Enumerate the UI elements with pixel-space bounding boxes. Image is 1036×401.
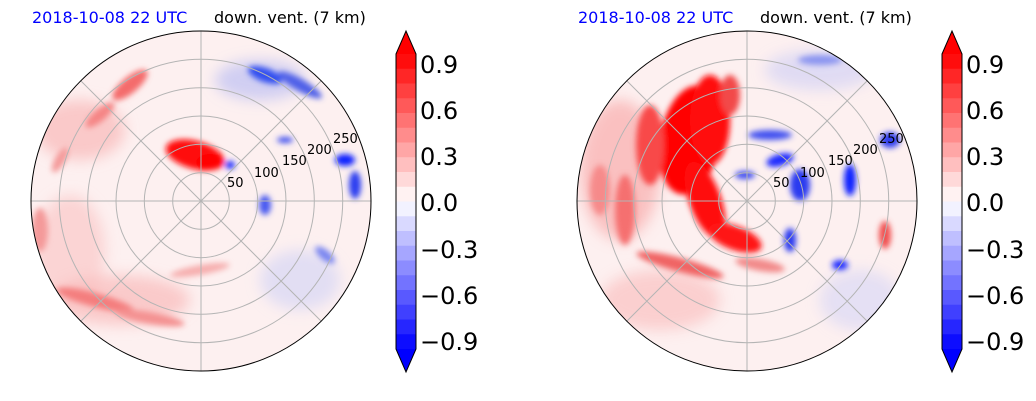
radial-tick-label: 100 — [800, 166, 825, 181]
colorbar-tick-label: 0.6 — [420, 97, 458, 125]
colorbar-level — [396, 334, 416, 350]
colorbar-tick-label: 0.3 — [966, 143, 1004, 171]
colorbar-level — [942, 260, 962, 276]
colorbar-tick-label: 0.9 — [966, 51, 1004, 79]
colorbar-level — [396, 68, 416, 85]
colorbar-level — [942, 334, 962, 350]
colorbar-level — [396, 319, 416, 335]
colorbar-tick-label: −0.6 — [966, 282, 1024, 310]
colorbar-level — [942, 98, 962, 114]
radial-tick-label: 50 — [773, 176, 790, 191]
colorbar-level — [942, 172, 962, 188]
colorbar-tick-label: 0.9 — [420, 51, 458, 79]
radial-tick-label: 150 — [828, 154, 853, 169]
colorbar-level — [396, 172, 416, 188]
colorbar-level — [396, 231, 416, 247]
colorbar-level — [396, 142, 416, 158]
radial-tick-label: 250 — [333, 132, 358, 147]
radial-tick-label: 250 — [879, 132, 904, 147]
colorbar-tick-label: 0.0 — [966, 189, 1004, 217]
colorbar-tick-label: −0.9 — [966, 328, 1024, 356]
colorbar-extend-min — [942, 349, 962, 372]
colorbar-level — [396, 113, 416, 129]
field-left-broad — [35, 60, 340, 325]
variable-title-left: down. vent. (7 km) — [214, 8, 366, 27]
colorbar-level — [942, 304, 962, 321]
colorbar-tick-label: 0.6 — [966, 97, 1004, 125]
polar-frame-right — [576, 30, 918, 372]
polar-grid-left — [31, 31, 371, 371]
colorbar-level — [396, 275, 416, 291]
colorbar-level — [942, 142, 962, 158]
colorbar-tick-label: 0.3 — [420, 143, 458, 171]
colorbar-level — [396, 290, 416, 306]
polar-chart-left: 2018-10-08 22 UTC down. vent. (7 km) — [30, 8, 478, 374]
colorbar-level — [942, 127, 962, 144]
colorbar-outline — [941, 29, 963, 374]
colorbar-level — [396, 157, 416, 173]
colorbar-level — [942, 245, 962, 262]
radial-labels-left: 50 100 150 200 250 — [227, 132, 358, 191]
colorbar-left: 0.9 0.6 0.3 0.0 −0.3 −0.6 −0.9 — [395, 29, 478, 374]
colorbar-level — [396, 54, 416, 70]
colorbar-level — [396, 186, 416, 203]
colorbar-tick-label: −0.3 — [420, 236, 478, 264]
colorbar-level — [942, 68, 962, 85]
colorbar-level — [942, 113, 962, 129]
colorbar-level — [396, 304, 416, 321]
colorbar-tick-label: −0.9 — [420, 328, 478, 356]
colorbar-level — [396, 245, 416, 262]
colorbar-extend-min — [396, 349, 416, 372]
time-title-left: 2018-10-08 22 UTC — [32, 8, 187, 27]
colorbar-level — [942, 319, 962, 335]
polar-chart-right: 2018-10-08 22 UTC down. vent. (7 km) — [576, 8, 1024, 374]
colorbar-level — [396, 98, 416, 114]
colorbar-level — [942, 231, 962, 247]
time-title-right: 2018-10-08 22 UTC — [578, 8, 733, 27]
radial-tick-label: 100 — [254, 166, 279, 181]
colorbar-level — [942, 83, 962, 99]
colorbar-level — [396, 83, 416, 99]
colorbar-tick-label: 0.0 — [420, 189, 458, 217]
radial-tick-label: 200 — [307, 143, 332, 158]
colorbar-right: 0.9 0.6 0.3 0.0 −0.3 −0.6 −0.9 — [941, 29, 1024, 374]
colorbar-level — [396, 127, 416, 144]
colorbar-level — [396, 201, 416, 217]
colorbar-tick-label: −0.3 — [966, 236, 1024, 264]
polar-grid-right — [577, 31, 917, 371]
variable-title-right: down. vent. (7 km) — [760, 8, 912, 27]
colorbar-level — [942, 54, 962, 70]
radial-labels-right: 50 100 150 200 250 — [773, 132, 904, 191]
colorbar-level — [942, 186, 962, 203]
colorbar-level — [942, 216, 962, 232]
radial-tick-label: 150 — [282, 154, 307, 169]
colorbar-tick-label: −0.6 — [420, 282, 478, 310]
colorbar-extend-max — [396, 31, 416, 54]
polar-frame-left — [30, 30, 372, 372]
colorbar-outline — [395, 29, 417, 374]
radial-tick-label: 200 — [853, 143, 878, 158]
colorbar-level — [942, 201, 962, 217]
colorbar-extend-max — [942, 31, 962, 54]
radial-tick-label: 50 — [227, 176, 244, 191]
colorbar-level — [942, 157, 962, 173]
colorbar-level — [396, 260, 416, 276]
colorbar-level — [942, 275, 962, 291]
colorbar-level — [942, 290, 962, 306]
colorbar-level — [396, 216, 416, 232]
